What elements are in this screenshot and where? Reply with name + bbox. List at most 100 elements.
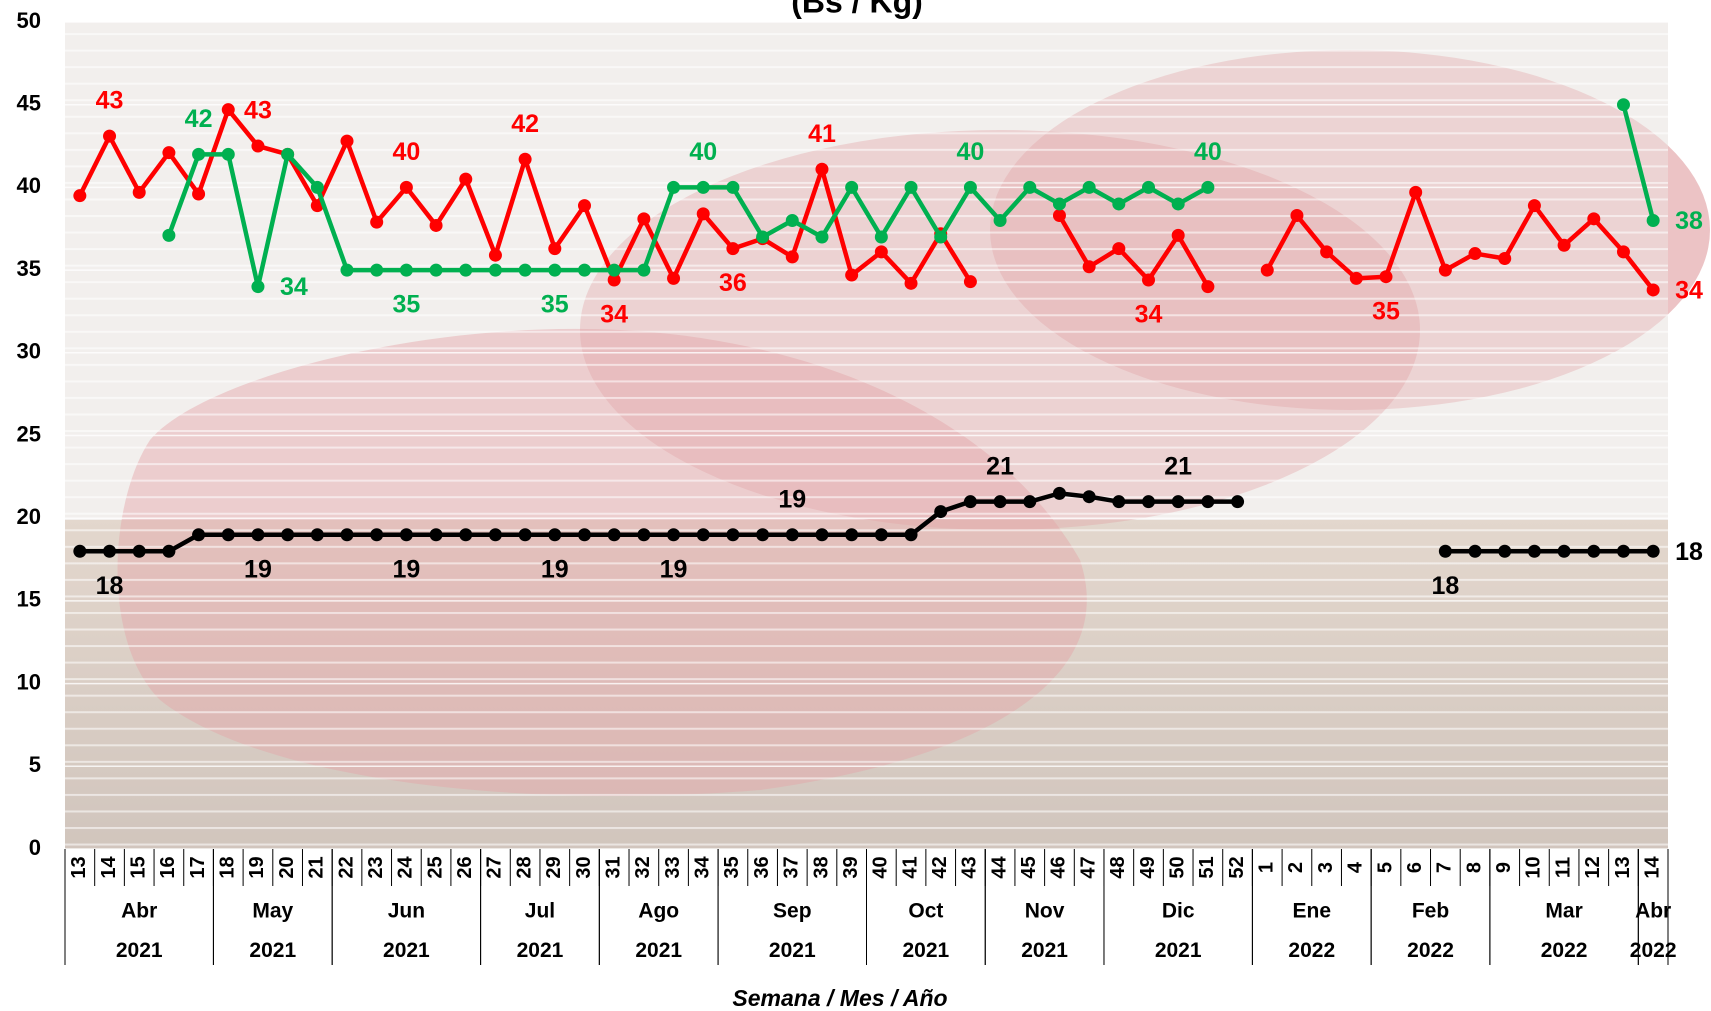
x-tick-label: 43 (959, 856, 981, 878)
y-tick-label: 25 (17, 421, 41, 446)
data-label: 40 (1194, 138, 1222, 166)
month-label: Dic (1162, 900, 1195, 923)
x-tick-label: 30 (573, 856, 595, 878)
x-tick-label: 3 (1315, 862, 1337, 873)
data-point (1438, 544, 1452, 558)
month-label: Jun (388, 900, 425, 923)
data-point (1616, 98, 1630, 112)
data-label: 40 (956, 138, 984, 166)
data-point (1468, 247, 1482, 261)
y-tick-label: 20 (17, 504, 41, 529)
x-tick-label: 18 (217, 856, 239, 878)
month-label: Abr (121, 900, 157, 923)
x-tick-label: 24 (395, 856, 417, 879)
year-label: 2021 (1021, 939, 1068, 962)
data-point (1260, 263, 1274, 277)
data-point (726, 242, 740, 256)
data-point (1142, 273, 1156, 287)
data-point (993, 213, 1007, 227)
data-point (488, 263, 502, 277)
data-label: 34 (1135, 301, 1163, 329)
data-point (1557, 238, 1571, 252)
data-label: 34 (1675, 277, 1703, 305)
x-tick-label: 52 (1226, 856, 1248, 878)
x-axis-title: Semana / Mes / Año (732, 985, 947, 1011)
x-tick-label: 41 (899, 856, 921, 878)
data-point (1142, 180, 1156, 194)
data-point (577, 528, 591, 542)
y-tick-label: 30 (17, 339, 41, 364)
data-point (637, 263, 651, 277)
x-tick-label: 6 (1404, 862, 1426, 873)
data-point (756, 528, 770, 542)
x-tick-label: 28 (513, 856, 535, 878)
data-point (1379, 270, 1393, 284)
x-tick-label: 11 (1552, 857, 1574, 878)
year-label: 2022 (1630, 939, 1677, 962)
data-label: 42 (185, 105, 213, 133)
data-point (785, 250, 799, 264)
data-point (548, 242, 562, 256)
data-point (340, 263, 354, 277)
month-label: Nov (1025, 900, 1065, 923)
data-point (874, 230, 888, 244)
data-point (637, 528, 651, 542)
x-tick-label: 26 (454, 856, 476, 878)
data-point (399, 263, 413, 277)
data-label: 42 (511, 110, 539, 138)
data-point (1646, 544, 1660, 558)
data-point (73, 189, 87, 203)
data-label: 19 (778, 485, 806, 513)
x-tick-label: 27 (484, 856, 506, 878)
year-label: 2021 (517, 939, 564, 962)
data-point (1052, 197, 1066, 211)
data-point (1171, 197, 1185, 211)
data-point (1112, 495, 1126, 509)
x-tick-label: 45 (1018, 856, 1040, 878)
data-point (1616, 245, 1630, 259)
data-point (518, 152, 532, 166)
data-label: 19 (660, 555, 688, 583)
month-label: Mar (1545, 900, 1582, 923)
data-point (785, 213, 799, 227)
data-label: 38 (1675, 207, 1703, 235)
data-point (696, 528, 710, 542)
data-point (904, 180, 918, 194)
data-point (963, 495, 977, 509)
x-tick-label: 20 (276, 856, 298, 878)
data-point (1320, 245, 1334, 259)
data-label: 34 (600, 301, 628, 329)
data-point (103, 544, 117, 558)
y-tick-label: 40 (17, 173, 41, 198)
data-label: 43 (244, 97, 272, 125)
data-label: 21 (1164, 452, 1192, 480)
x-tick-label: 33 (662, 856, 684, 878)
data-point (103, 129, 117, 143)
data-point (221, 528, 235, 542)
data-point (488, 248, 502, 262)
x-tick-label: 21 (306, 856, 328, 878)
data-point (845, 180, 859, 194)
data-point (1052, 486, 1066, 500)
x-tick-label: 14 (1641, 856, 1663, 879)
data-point (1409, 185, 1423, 199)
data-point (310, 528, 324, 542)
data-point (192, 528, 206, 542)
data-point (874, 245, 888, 259)
data-point (815, 230, 829, 244)
y-tick-label: 15 (17, 587, 41, 612)
data-point (340, 528, 354, 542)
x-tick-label: 17 (187, 856, 209, 878)
x-tick-label: 22 (335, 856, 357, 878)
data-point (1142, 495, 1156, 509)
x-tick-label: 48 (1107, 856, 1129, 878)
data-label: 40 (689, 138, 717, 166)
data-point (132, 544, 146, 558)
data-point (934, 230, 948, 244)
data-label: 40 (392, 138, 420, 166)
data-point (429, 263, 443, 277)
x-tick-label: 9 (1493, 862, 1515, 873)
data-point (1527, 199, 1541, 213)
data-point (399, 528, 413, 542)
